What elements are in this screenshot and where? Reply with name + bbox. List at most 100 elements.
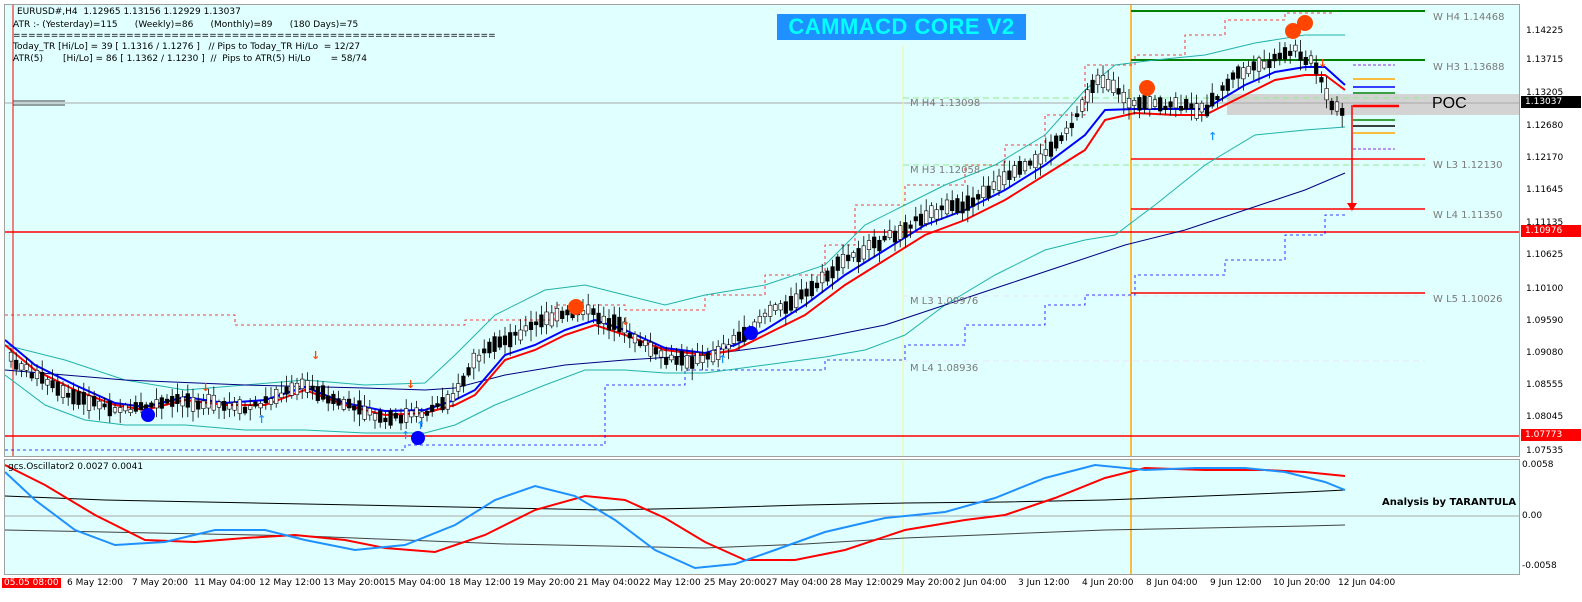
price-chart-panel[interactable]: ↓ ↓ ↓ ↓ ↓ ↑ ↑ ↑ ↑ ↑ <box>4 4 1520 457</box>
projection-arrowhead <box>1347 203 1357 211</box>
candle-body <box>638 340 643 347</box>
candle-body <box>362 405 367 420</box>
time-axis-label: 12 Jun 04:00 <box>1338 578 1396 588</box>
candle-body <box>102 403 107 408</box>
candle-body <box>617 316 622 333</box>
candle-body <box>1002 171 1007 186</box>
candle-body <box>981 185 986 199</box>
candle-body <box>794 293 799 308</box>
level-label-wh3: W H3 1.13688 <box>1433 62 1505 73</box>
candle-body <box>419 411 424 418</box>
candle-body <box>1142 95 1147 110</box>
candle-body <box>1246 65 1251 75</box>
candle-body <box>534 321 539 326</box>
candle-body <box>71 389 76 405</box>
oscillator-panel[interactable]: gcs.Oscillator2 0.0027 0.0041 Analysis b… <box>4 459 1520 575</box>
candle-body <box>877 239 882 252</box>
candle-body <box>1298 51 1303 61</box>
candle-body <box>138 402 144 411</box>
separator: ========================================… <box>13 31 496 41</box>
candle-body <box>1038 153 1043 165</box>
time-axis-label: 25 May 20:00 <box>704 578 766 588</box>
candle-body <box>248 405 253 410</box>
candle-body <box>123 404 128 412</box>
candle-body <box>1178 105 1184 111</box>
candle-body <box>554 308 560 322</box>
candle-body <box>112 407 118 413</box>
oscillator-canvas[interactable] <box>5 460 1519 574</box>
candle-body <box>799 289 804 300</box>
candle-body <box>1132 100 1137 106</box>
candle-body <box>731 334 736 344</box>
svg-text:↓: ↓ <box>311 349 320 362</box>
candle-body <box>768 304 773 317</box>
candle-body <box>357 400 362 415</box>
candle-body <box>1106 79 1111 91</box>
candle-body <box>653 347 658 355</box>
candle-body <box>929 205 934 218</box>
candle-body <box>1293 44 1298 52</box>
candle-body <box>118 407 123 413</box>
candle-body <box>1111 79 1116 93</box>
candle-body <box>518 329 523 341</box>
candle-body <box>320 385 326 400</box>
candle-body <box>830 266 835 279</box>
candle-body <box>227 403 232 410</box>
candle-body <box>19 363 24 371</box>
level-label-ml4: M L4 1.08936 <box>910 363 979 374</box>
candle-body <box>820 271 825 284</box>
candle-body <box>565 309 570 316</box>
candle-body <box>97 400 102 410</box>
candle-body <box>622 321 627 334</box>
candle-body <box>996 175 1002 191</box>
level-label-wl4: W L4 1.11350 <box>1433 210 1503 221</box>
time-axis-label: 6 May 12:00 <box>67 578 123 588</box>
candle-body <box>710 350 716 363</box>
candle-body <box>435 403 440 408</box>
candle-body <box>705 352 710 360</box>
candle-body <box>1189 103 1194 110</box>
candle-body <box>424 410 430 416</box>
candle-body <box>1137 97 1142 111</box>
time-axis-label: 10 Jun 20:00 <box>1273 578 1331 588</box>
level-price-tag: 1.07773 <box>1521 429 1581 441</box>
candle-body <box>866 240 872 250</box>
candle-body <box>1334 101 1340 112</box>
candle-body <box>913 216 918 222</box>
candle-body <box>201 400 206 409</box>
price-axis-label: 1.09080 <box>1526 348 1564 358</box>
candle-body <box>882 235 887 241</box>
candle-body <box>856 248 861 263</box>
price-axis-label: 1.14225 <box>1526 26 1564 36</box>
price-chart-canvas[interactable]: ↓ ↓ ↓ ↓ ↓ ↑ ↑ ↑ ↑ ↑ <box>5 5 1519 456</box>
atr5-info: ATR(5) [Hi/Lo] = 86 [ 1.1362 / 1.1230 ] … <box>13 54 367 64</box>
candle-body <box>596 312 601 325</box>
candle-body <box>170 395 175 407</box>
pivot-projection-ticks <box>1353 64 1399 150</box>
price-axis-label: 1.09590 <box>1526 316 1564 326</box>
candle-body <box>190 396 196 412</box>
candle-body <box>237 399 242 414</box>
time-axis-label: 18 May 12:00 <box>449 578 511 588</box>
candle-body <box>414 407 419 417</box>
candle-body <box>300 378 305 390</box>
bollinger-lower <box>5 126 1346 434</box>
poc-label: POC <box>1432 95 1467 112</box>
candle-body <box>55 381 60 396</box>
candle-body <box>851 252 856 258</box>
candle-body <box>294 382 300 396</box>
candle-body <box>336 398 341 406</box>
level-price-tag: 1.10976 <box>1521 225 1581 237</box>
candle-body <box>1340 108 1345 116</box>
signal-dot-blue <box>744 326 758 340</box>
time-axis-label: 11 May 04:00 <box>194 578 256 588</box>
donchian-upper <box>5 12 1335 326</box>
candle-body <box>497 336 502 348</box>
time-axis-label: 05.05 08:00 <box>2 578 61 588</box>
candle-body <box>1028 160 1033 166</box>
candle-body <box>1314 62 1319 75</box>
candle-body <box>164 398 170 404</box>
candle-body <box>326 395 331 404</box>
candle-body <box>404 408 409 423</box>
